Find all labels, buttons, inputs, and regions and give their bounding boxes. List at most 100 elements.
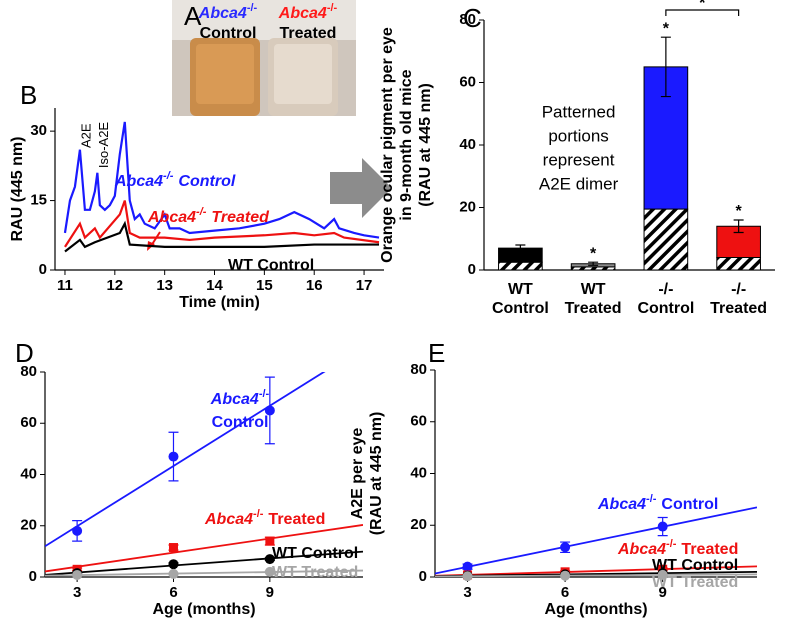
significance: *: [699, 0, 706, 12]
x-tick-label: 9: [659, 584, 667, 601]
x-tick-label: 16: [306, 277, 323, 294]
note: A2E dimer: [539, 174, 619, 193]
marker: [462, 561, 473, 572]
bar-segment-hatched: [716, 257, 761, 271]
label-part: WT Treated: [652, 574, 738, 591]
y-tick-label: 20: [459, 198, 476, 215]
panel-label: B: [20, 80, 37, 110]
marker: [264, 566, 275, 577]
y-tick-label: 40: [459, 136, 476, 153]
y-tick-label: 15: [30, 192, 47, 209]
series-label: Abca4-/- Control: [114, 170, 236, 190]
photo-label: Treated: [280, 25, 337, 42]
series-label: WT Control: [228, 257, 314, 274]
note: portions: [548, 126, 608, 145]
panel-label: C: [463, 3, 482, 33]
error-bar: [733, 219, 744, 234]
superscript: -/-: [196, 206, 207, 218]
line: [64, 220, 380, 253]
label-part: WT Control: [272, 545, 358, 562]
label-part: WT Control: [652, 557, 738, 574]
superscript: -/-: [163, 170, 174, 182]
x-tick-label: 17: [356, 277, 373, 294]
x-axis-title: Time (min): [179, 294, 260, 311]
x-tick-label: 15: [256, 277, 273, 294]
x-tick-label: 14: [206, 277, 223, 294]
superscript: -/-: [666, 538, 677, 550]
x-tick-label: 6: [561, 584, 569, 601]
panel-label: A: [184, 1, 202, 31]
label-part: Abca4: [204, 511, 253, 528]
series-label: WT Control: [652, 557, 738, 574]
superscript: -/-: [247, 2, 258, 14]
x-axis-title: Age (months): [544, 601, 647, 618]
panel-label: E: [428, 338, 445, 368]
marker: [72, 525, 83, 536]
x-tick-label: 6: [169, 584, 177, 601]
bar-segment-hatched: [498, 261, 543, 271]
x-tick-label: 3: [73, 584, 81, 601]
series-label: Control: [212, 414, 269, 431]
label-part: Abca4: [114, 173, 163, 190]
y-axis-title: in 9-month old mice: [398, 69, 415, 220]
trendline: [45, 524, 363, 573]
error-bar: [588, 261, 599, 266]
y-tick-label: 40: [410, 464, 427, 481]
y-tick-label: 60: [410, 413, 427, 430]
y-tick-label: 60: [20, 414, 37, 431]
vial: [274, 44, 332, 104]
y-tick-label: 0: [29, 568, 37, 585]
panel-label: D: [15, 338, 34, 368]
y-axis-title: Orange ocular pigment per eye: [379, 27, 396, 263]
significance: *: [736, 203, 743, 220]
label-part: Treated: [211, 209, 270, 226]
note: Patterned: [542, 102, 616, 121]
superscript: -/-: [327, 2, 338, 14]
label-part: Control: [212, 414, 269, 431]
marker: [168, 568, 179, 579]
y-tick-label: 0: [419, 568, 427, 585]
x-tick-label: 13: [156, 277, 173, 294]
series-label: Abca4-/-: [210, 388, 270, 408]
marker: [560, 542, 571, 553]
photo-label: Abca4-/-: [198, 2, 258, 22]
x-tick-label: 12: [106, 277, 123, 294]
x-axis-title: Age (months): [152, 601, 255, 618]
label-part: Abca4: [597, 496, 646, 513]
y-axis-title: RAU (445 nm): [9, 137, 26, 242]
superscript: -/-: [253, 508, 264, 520]
marker: [657, 569, 668, 580]
label-part: WT Control: [228, 257, 314, 274]
marker: [264, 554, 275, 565]
photo-background: [172, 0, 356, 40]
significance: *: [663, 20, 670, 37]
superscript: -/-: [259, 388, 270, 400]
label-part: Abca4: [198, 5, 247, 22]
series-label: WT Treated: [272, 564, 358, 581]
label-part: Abca4: [617, 541, 666, 558]
x-tick-label: 3: [463, 584, 471, 601]
x-tick-label: WT: [508, 281, 533, 298]
marker: [462, 571, 473, 582]
x-tick-label: 9: [266, 584, 274, 601]
vial: [196, 44, 254, 104]
trendline: [435, 506, 757, 575]
marker: [168, 559, 179, 570]
y-tick-label: 20: [410, 516, 427, 533]
y-tick-label: 30: [30, 122, 47, 139]
comparison-bracket: [665, 9, 740, 16]
photo-label: Control: [200, 25, 257, 42]
label-part: Treated: [268, 511, 325, 528]
photo-label: Abca4-/-: [278, 2, 338, 22]
x-tick-label: -/-: [658, 281, 673, 298]
marker: [657, 521, 668, 532]
label-part: Abca4: [278, 5, 327, 22]
photo: [172, 0, 356, 116]
label-part: Abca4: [210, 391, 259, 408]
series-label: Abca4-/- Control: [597, 493, 718, 513]
marker: [265, 536, 275, 546]
y-tick-label: 80: [20, 363, 37, 380]
x-tick-label: 11: [57, 277, 73, 294]
arrow: [330, 158, 392, 218]
